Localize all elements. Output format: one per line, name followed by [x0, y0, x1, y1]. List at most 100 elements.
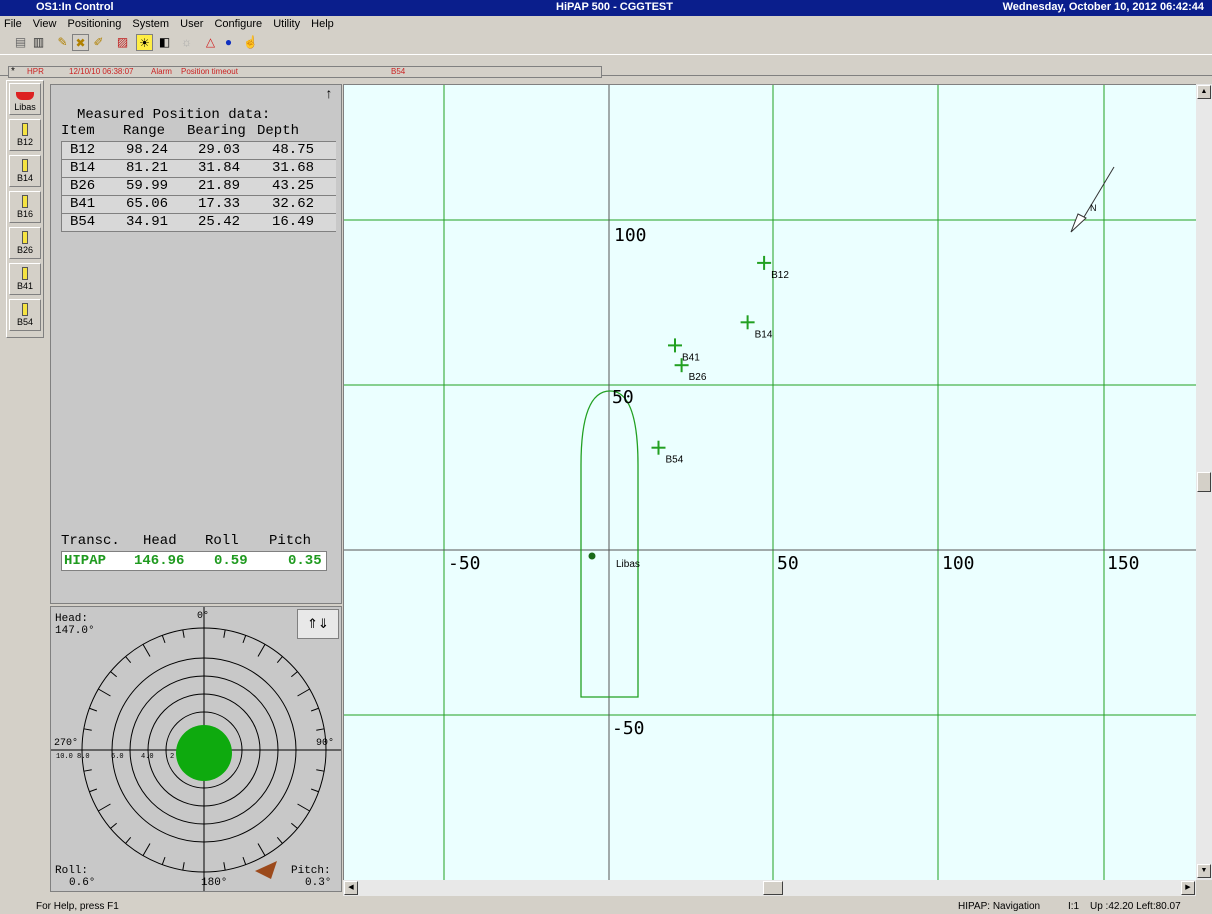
menu-help[interactable]: Help [311, 18, 334, 30]
menu-file[interactable]: File [4, 18, 22, 30]
warning-icon[interactable]: △ [205, 35, 216, 49]
pencil-icon[interactable]: ✎ [57, 35, 68, 49]
compass-tick [161, 856, 166, 865]
compass-tick [316, 728, 325, 731]
menu-utility[interactable]: Utility [273, 18, 301, 30]
compass-tick [83, 769, 92, 772]
compass-tick [297, 688, 310, 697]
horizontal-scrollbar[interactable]: ◀ ▶ [343, 880, 1196, 896]
cell-depth: 31.68 [272, 160, 315, 176]
transponder-b14-button[interactable]: B14 [9, 155, 41, 187]
compass-tick [161, 635, 166, 644]
alarm-row[interactable]: * HPR 12/10/10 06:38:07 Alarm Position t… [8, 66, 602, 78]
transponder-b16-button[interactable]: B16 [9, 191, 41, 223]
info-icon[interactable]: ● [224, 35, 233, 49]
menu-positioning[interactable]: Positioning [67, 18, 122, 30]
deg-0-label: 0° [197, 611, 210, 622]
alarm-type: Alarm [151, 67, 172, 76]
compass-tick [223, 629, 226, 638]
cell-item: B26 [70, 178, 96, 194]
scroll-up-icon[interactable]: ▲ [1197, 85, 1211, 99]
cell-bearing: 31.84 [198, 160, 241, 176]
menu-system[interactable]: System [132, 18, 170, 30]
toolbar: ▤ ▥ ✎ ✖ ✐ ▨ ☀ ◧ ☼ △ ● ☝ [0, 32, 1212, 55]
scroll-right-icon[interactable]: ▶ [1181, 881, 1195, 895]
table-row[interactable]: B26 59.99 21.89 43.25 [62, 178, 336, 196]
compass-tick [142, 644, 151, 657]
transceiver-head: 146.96 [134, 553, 185, 569]
hand-icon[interactable]: ☝ [243, 35, 258, 49]
cell-range: 34.91 [126, 214, 169, 230]
pitch-label: Pitch: [291, 865, 331, 877]
print-icon[interactable]: ▤ [14, 35, 27, 49]
grid-label-x150: 150 [1107, 553, 1140, 574]
scroll-left-icon[interactable]: ◀ [344, 881, 358, 895]
compass-tick [310, 707, 319, 712]
compass-dial [51, 607, 341, 891]
compass-tick [125, 656, 132, 663]
compass-tick [110, 822, 117, 829]
compass-tick [276, 837, 283, 844]
attitude-compass-panel: ⇑⇓ Head: 147.0° 0° 90° 270° 180° 10.0 8.… [50, 606, 342, 892]
transceiver-row[interactable]: HIPAP 146.96 0.59 0.35 [61, 551, 327, 571]
title-bar: OS1:In Control HiPAP 500 - CGGTEST Wedne… [0, 0, 1212, 16]
table-row[interactable]: B14 81.21 31.84 31.68 [62, 160, 336, 178]
compass-tick [223, 862, 226, 871]
cell-item: B54 [70, 214, 96, 230]
table-row[interactable]: B41 65.06 17.33 32.62 [62, 196, 336, 214]
target-b54[interactable]: B54 [651, 440, 684, 466]
menu-configure[interactable]: Configure [214, 18, 263, 30]
transponder-b54-button[interactable]: B54 [9, 299, 41, 331]
target-layer: B12 B14 B41 B26 B54 [651, 255, 789, 466]
transponder-b41-button[interactable]: B41 [9, 263, 41, 295]
horizontal-scroll-thumb[interactable] [763, 881, 783, 895]
col-head: Head [143, 533, 177, 549]
target-b12[interactable]: B12 [757, 255, 789, 281]
notes-icon[interactable]: ▥ [32, 35, 45, 49]
up-arrow-icon[interactable]: ↑ [324, 87, 333, 103]
transponder-libas-button[interactable]: Libas [9, 83, 41, 115]
transceiver-name: HIPAP [64, 553, 107, 569]
alarm-marker: * [11, 66, 15, 77]
transponder-b26-button[interactable]: B26 [9, 227, 41, 259]
col-item: Item [61, 123, 95, 139]
vertical-scrollbar[interactable]: ▲ ▼ [1196, 84, 1212, 880]
position-info-panel: ↑ Measured Position data: Item Range Bea… [50, 84, 342, 604]
navigation-map-window: B12 B14 B41 B26 B54 100 50 -50 -50 50 100 15… [343, 84, 1212, 896]
day-mode-icon[interactable]: ☀ [136, 34, 153, 51]
table-row[interactable]: B54 34.91 25.42 16.49 [62, 214, 336, 232]
scroll-down-icon[interactable]: ▼ [1197, 864, 1211, 878]
cell-bearing: 17.33 [198, 196, 241, 212]
vertical-scroll-thumb[interactable] [1197, 472, 1211, 492]
compass-tick [242, 856, 247, 865]
menu-view[interactable]: View [32, 18, 57, 30]
compass-tick [98, 688, 111, 697]
measured-table: B12 98.24 29.03 48.75 B14 81.21 31.84 31… [61, 141, 336, 232]
target-b14[interactable]: B14 [740, 315, 773, 340]
tools-icon[interactable]: ✖ [72, 34, 89, 51]
target-label: B54 [666, 455, 684, 466]
cell-item: B41 [70, 196, 96, 212]
navigation-map[interactable]: B12 B14 B41 B26 B54 100 50 -50 -50 50 100 15… [343, 84, 1196, 881]
brightness-icon[interactable]: ☼ [181, 35, 192, 49]
scale-arrows-icon[interactable]: ⇑⇓ [297, 609, 339, 639]
table-row[interactable]: B12 98.24 29.03 48.75 [62, 142, 336, 160]
chart-icon[interactable]: ▨ [116, 35, 129, 49]
compass-tick [276, 656, 283, 663]
edit-icon[interactable]: ✐ [93, 35, 104, 49]
compass-tick [83, 728, 92, 731]
help-hint: For Help, press F1 [36, 901, 119, 912]
cell-bearing: 25.42 [198, 214, 241, 230]
north-arrow-icon [1070, 166, 1115, 233]
target-b26[interactable]: B26 [674, 358, 707, 383]
compass-tick [125, 837, 132, 844]
target-b41[interactable]: B41 [668, 338, 700, 363]
status-info: Up :42.20 Left:80.07 [1090, 901, 1181, 912]
cell-bearing: 21.89 [198, 178, 241, 194]
contrast-icon[interactable]: ◧ [158, 35, 171, 49]
cell-range: 65.06 [126, 196, 169, 212]
compass-tick [98, 803, 111, 812]
transponder-b12-button[interactable]: B12 [9, 119, 41, 151]
menu-user[interactable]: User [180, 18, 204, 30]
cell-depth: 16.49 [272, 214, 315, 230]
